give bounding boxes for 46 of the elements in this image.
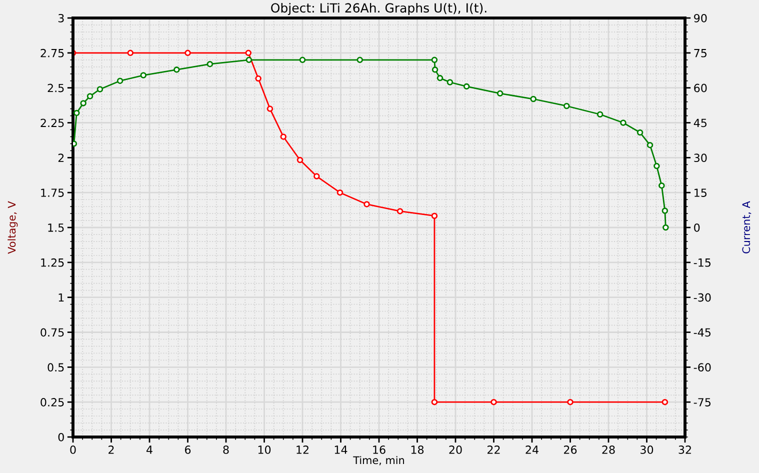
x-tick-label: 0 [70, 446, 76, 454]
y-tick-label: 2.75 [40, 48, 64, 58]
x-tick-label: 18 [411, 446, 424, 454]
y-tick-label: 1.25 [41, 258, 64, 267]
y-tick-label: 1.75 [41, 188, 64, 197]
y2-tick-label: 30 [694, 154, 707, 162]
x-tick-label: 12 [296, 446, 308, 454]
x-tick-label: 20 [449, 446, 462, 454]
y-tick-label: 2.25 [40, 118, 64, 128]
x-tick-label: 14 [334, 446, 348, 454]
x-tick-label: 10 [258, 446, 271, 454]
y-tick-label: 0 [58, 432, 64, 442]
y2-tick-label: -30 [694, 293, 711, 302]
y2-tick-label: 15 [694, 188, 706, 197]
x-tick-label: 30 [640, 446, 654, 454]
x-tick-label: 22 [487, 446, 500, 454]
y-tick-label: 1 [58, 293, 64, 302]
y2-tick-label: -60 [694, 363, 711, 372]
y2-tick-label: -75 [694, 398, 711, 406]
y-tick-label: 1.5 [48, 224, 64, 232]
x-tick-label: 24 [526, 446, 538, 454]
y2-tick-label: 0 [694, 223, 700, 232]
x-tick-label: 16 [373, 446, 386, 454]
x-tick-label: 6 [184, 446, 191, 454]
y2-tick-label: 90 [694, 14, 707, 22]
x-tick-label: 32 [678, 446, 691, 454]
y-tick-label: 0.5 [48, 363, 64, 372]
y-tick-label: 2.5 [48, 84, 64, 92]
y2-tick-label: 60 [694, 84, 707, 92]
x-axis-title: Time, min [353, 456, 404, 466]
y-tick-label: 0.75 [40, 328, 64, 337]
x-tick-label: 26 [564, 446, 577, 454]
y2-tick-label: -45 [694, 328, 711, 337]
y-axis-title: Voltage, V [8, 201, 18, 254]
x-tick-label: 2 [108, 446, 114, 454]
y-tick-label: 3 [58, 14, 64, 22]
x-tick-label: 8 [223, 446, 229, 454]
y2-tick-label: 75 [694, 49, 706, 58]
y2-tick-label: -15 [694, 258, 711, 267]
y2-tick-label: 45 [694, 118, 706, 128]
y-tick-label: 0.25 [40, 398, 64, 406]
x-tick-label: 4 [146, 446, 152, 454]
y-tick-label: 2 [58, 154, 64, 162]
chart-title: Object: LiTi 26Ah. Graphs U(t), I(t). [271, 2, 486, 16]
y2-axis-title: Current, A [742, 201, 752, 254]
x-tick-label: 28 [602, 446, 615, 454]
